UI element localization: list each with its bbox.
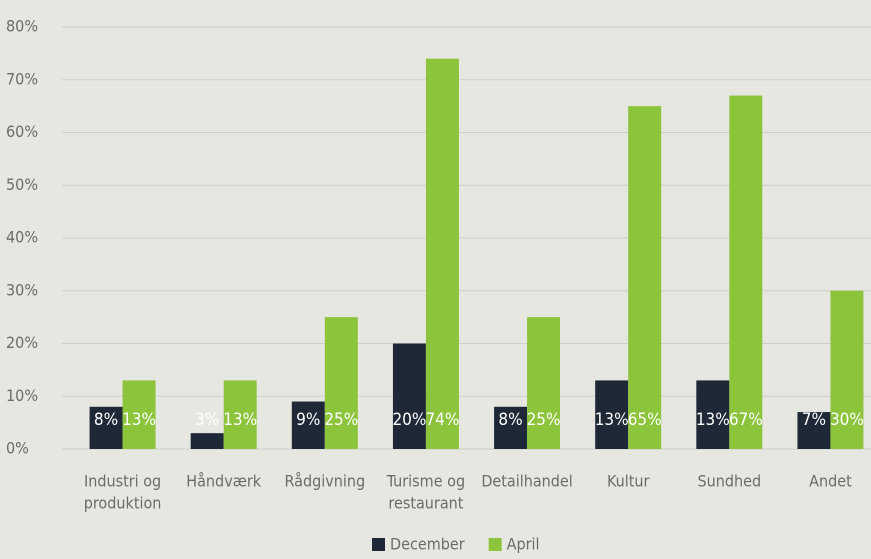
data-label: 25% — [527, 410, 561, 430]
bar — [392, 343, 426, 449]
y-tick-label: 0% — [6, 439, 29, 458]
data-label: 25% — [324, 410, 358, 430]
x-tick-label: Kultur — [607, 472, 650, 491]
x-tick-label: Håndværk — [186, 472, 261, 491]
bar — [324, 317, 358, 449]
bar — [223, 380, 257, 449]
bar — [830, 290, 864, 449]
legend-swatch — [372, 538, 385, 551]
bar — [494, 406, 528, 449]
data-label: 13% — [696, 410, 730, 430]
y-tick-label: 20% — [6, 333, 38, 352]
data-label: 8% — [94, 410, 118, 430]
bar — [291, 401, 325, 449]
y-tick-label: 10% — [6, 386, 38, 405]
data-label: 7% — [802, 410, 826, 430]
x-tick-label: Rådgivning — [284, 472, 365, 491]
x-tick-label: Detailhandel — [481, 472, 572, 491]
y-tick-label: 30% — [6, 280, 38, 299]
bar — [729, 95, 763, 449]
x-tick-label: produktion — [84, 494, 162, 513]
bar — [190, 433, 224, 449]
bar — [696, 380, 730, 449]
bar — [122, 380, 156, 449]
y-tick-label: 50% — [6, 175, 38, 194]
y-tick-label: 60% — [6, 122, 38, 141]
bar — [89, 406, 123, 449]
bar — [425, 58, 459, 450]
bar — [595, 380, 629, 449]
y-tick-label: 70% — [6, 69, 38, 88]
data-label: 30% — [830, 410, 864, 430]
data-label: 67% — [729, 410, 763, 430]
bar — [527, 317, 561, 449]
bar — [628, 106, 662, 449]
data-label: 13% — [595, 410, 629, 430]
legend-label: April — [507, 535, 540, 554]
x-tick-label: Turisme og — [386, 472, 465, 491]
x-tick-label: Industri og — [84, 472, 161, 491]
data-label: 8% — [498, 410, 522, 430]
y-tick-label: 40% — [6, 228, 38, 247]
y-tick-label: 80% — [6, 17, 38, 36]
data-label: 13% — [223, 410, 257, 430]
x-tick-label: Sundhed — [697, 472, 761, 491]
legend-label: December — [390, 535, 465, 554]
x-tick-label: restaurant — [388, 494, 463, 513]
bar — [797, 412, 831, 449]
data-label: 20% — [392, 410, 426, 430]
data-label: 13% — [122, 410, 156, 430]
data-label: 9% — [296, 410, 320, 430]
x-tick-label: Andet — [809, 472, 852, 491]
legend-swatch — [488, 538, 502, 551]
data-label: 74% — [425, 410, 459, 430]
data-label: 3% — [195, 410, 219, 430]
data-label: 65% — [628, 410, 662, 430]
